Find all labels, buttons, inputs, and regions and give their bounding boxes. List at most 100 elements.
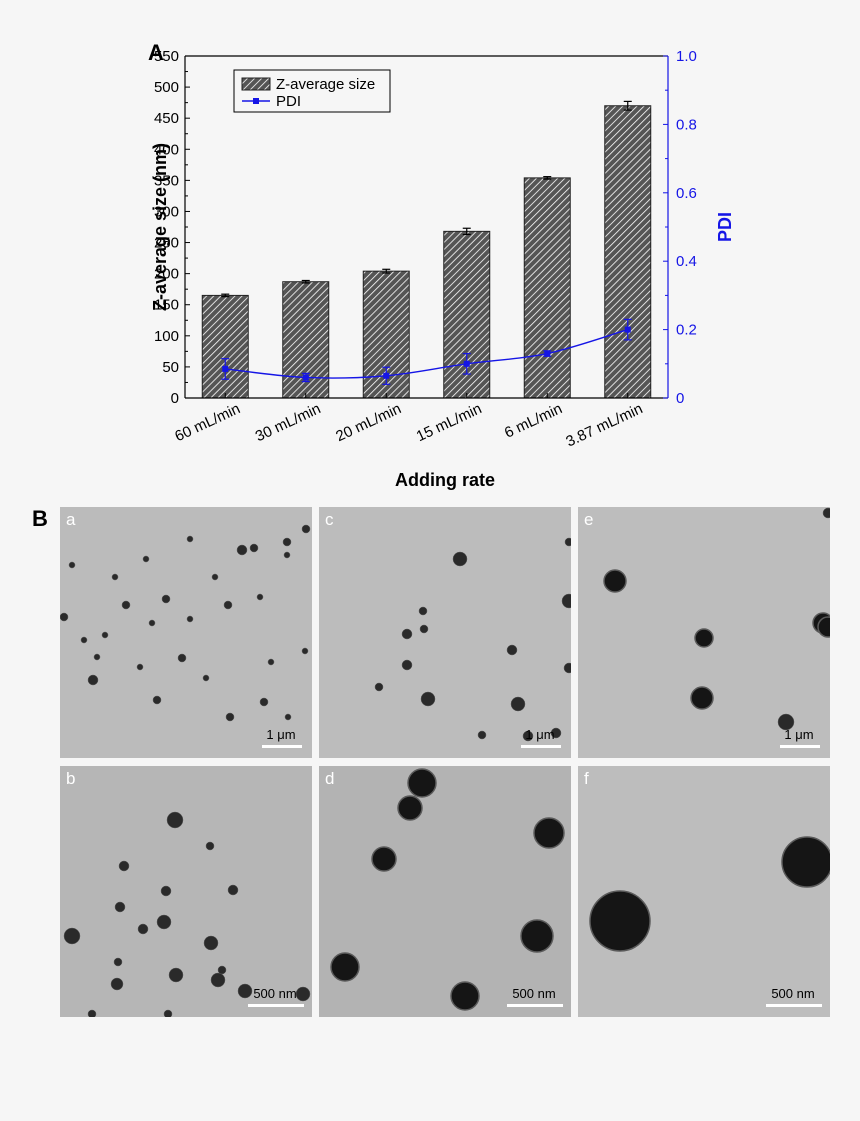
legend-bar-swatch bbox=[241, 77, 271, 91]
scale-bar-label: 500 nm bbox=[253, 986, 297, 1001]
nanoparticle bbox=[80, 636, 88, 644]
panel-a-letter: A bbox=[148, 40, 164, 65]
nanoparticle bbox=[777, 713, 795, 731]
nanoparticle bbox=[452, 551, 468, 567]
nanoparticle bbox=[401, 628, 413, 640]
pdi-line bbox=[225, 328, 628, 379]
bar bbox=[604, 105, 652, 399]
nanoparticle bbox=[822, 507, 830, 519]
tem-image-f bbox=[589, 836, 830, 952]
x-tick-label: 20 mL/min bbox=[333, 400, 404, 445]
bar-line-chart: 0 50 100 150 200 250 300 350 400 450 500 550 0 0.2 0.4… bbox=[150, 48, 735, 490]
tem-panel-a: a 1 μm bbox=[60, 507, 312, 758]
scale-bar-label: 500 nm bbox=[771, 986, 815, 1001]
x-tick-label: 3.87 mL/min bbox=[563, 400, 645, 450]
nanoparticle bbox=[137, 923, 149, 935]
tem-panel-d: d 500 nm bbox=[319, 766, 571, 1017]
tem-panel-label: c bbox=[325, 510, 334, 529]
y-tick-label: 50 bbox=[162, 359, 179, 376]
bar-error-bar bbox=[543, 176, 552, 180]
nanoparticle bbox=[227, 884, 239, 896]
nanoparticle bbox=[374, 682, 384, 692]
nanoparticle bbox=[63, 927, 81, 945]
nanoparticle bbox=[101, 631, 109, 639]
y2-tick-label: 1.0 bbox=[676, 48, 697, 65]
tem-image-c bbox=[374, 537, 571, 742]
nanoparticle bbox=[186, 535, 194, 543]
y-tick-label: 200 bbox=[154, 266, 179, 283]
nanoparticle bbox=[589, 890, 651, 952]
nanoparticle bbox=[223, 600, 233, 610]
micrograph-background bbox=[319, 766, 571, 1017]
nanoparticle bbox=[450, 981, 480, 1011]
nanoparticle bbox=[564, 537, 571, 547]
nanoparticle bbox=[237, 983, 253, 999]
y-tick-label: 250 bbox=[154, 235, 179, 252]
nanoparticle bbox=[533, 817, 565, 849]
nanoparticle bbox=[510, 696, 526, 712]
nanoparticle bbox=[603, 569, 627, 593]
nanoparticle bbox=[550, 727, 562, 739]
x-tick-label: 30 mL/min bbox=[253, 400, 324, 445]
scale-bar bbox=[521, 745, 561, 748]
nanoparticle bbox=[522, 730, 534, 742]
nanoparticle bbox=[161, 594, 171, 604]
nanoparticle bbox=[407, 768, 437, 798]
nanoparticle bbox=[68, 561, 76, 569]
y-tick-label: 550 bbox=[154, 48, 179, 65]
y-axis-title: Z-average size (nm) bbox=[150, 143, 170, 311]
nanoparticle bbox=[156, 914, 172, 930]
y-tick-label: 500 bbox=[154, 79, 179, 96]
tem-panel-c: c 1 μm bbox=[319, 507, 571, 758]
nanoparticle bbox=[152, 695, 162, 705]
nanoparticle bbox=[301, 524, 311, 534]
nanoparticle bbox=[249, 543, 259, 553]
pdi-point bbox=[624, 326, 631, 333]
nanoparticle bbox=[203, 935, 219, 951]
y2-axis-title: PDI bbox=[715, 212, 735, 242]
nanoparticle bbox=[477, 730, 487, 740]
y2-tick-label: 0.4 bbox=[676, 253, 697, 270]
nanoparticle bbox=[163, 1009, 173, 1017]
y-tick-label: 450 bbox=[154, 110, 179, 127]
bar-error-bar bbox=[301, 279, 310, 284]
tem-image-d bbox=[319, 766, 571, 1017]
legend-label-size: Z-average size bbox=[276, 76, 375, 93]
scale-bar bbox=[507, 1004, 563, 1007]
nanoparticle bbox=[168, 967, 184, 983]
tem-panel-label: e bbox=[584, 510, 594, 529]
nanoparticle bbox=[111, 573, 119, 581]
nanoparticle bbox=[225, 712, 235, 722]
nanoparticle bbox=[561, 593, 571, 609]
nanoparticle bbox=[121, 600, 131, 610]
nanoparticle bbox=[694, 628, 714, 648]
tem-panel-label: b bbox=[66, 769, 76, 788]
nanoparticle bbox=[283, 551, 291, 559]
pdi-point bbox=[463, 360, 470, 367]
nanoparticle bbox=[211, 573, 219, 581]
nanoparticle bbox=[371, 846, 397, 872]
nanoparticle bbox=[160, 885, 172, 897]
legend-label-pdi: PDI bbox=[276, 93, 301, 110]
pdi-point bbox=[302, 374, 309, 381]
nanoparticle bbox=[166, 811, 184, 829]
scale-bar-label: 1 μm bbox=[525, 727, 555, 742]
nanoparticle bbox=[520, 919, 554, 953]
scale-bar bbox=[780, 745, 820, 748]
bar-error-bar bbox=[221, 293, 230, 298]
nanoparticle bbox=[217, 965, 227, 975]
y-tick-label: 350 bbox=[154, 172, 179, 189]
y2-tick-label: 0.8 bbox=[676, 116, 697, 133]
scale-bar-label: 500 nm bbox=[512, 986, 556, 1001]
nanoparticle bbox=[236, 544, 248, 556]
scale-bar-label: 1 μm bbox=[266, 727, 296, 742]
bar-error-bar bbox=[462, 227, 471, 236]
tem-panel-label: d bbox=[325, 769, 335, 788]
nanoparticle bbox=[284, 713, 292, 721]
y2-tick-label: 0.6 bbox=[676, 185, 697, 202]
nanoparticle bbox=[817, 616, 830, 638]
nanoparticle bbox=[781, 836, 830, 888]
nanoparticle bbox=[87, 1009, 97, 1017]
nanoparticle bbox=[205, 841, 215, 851]
